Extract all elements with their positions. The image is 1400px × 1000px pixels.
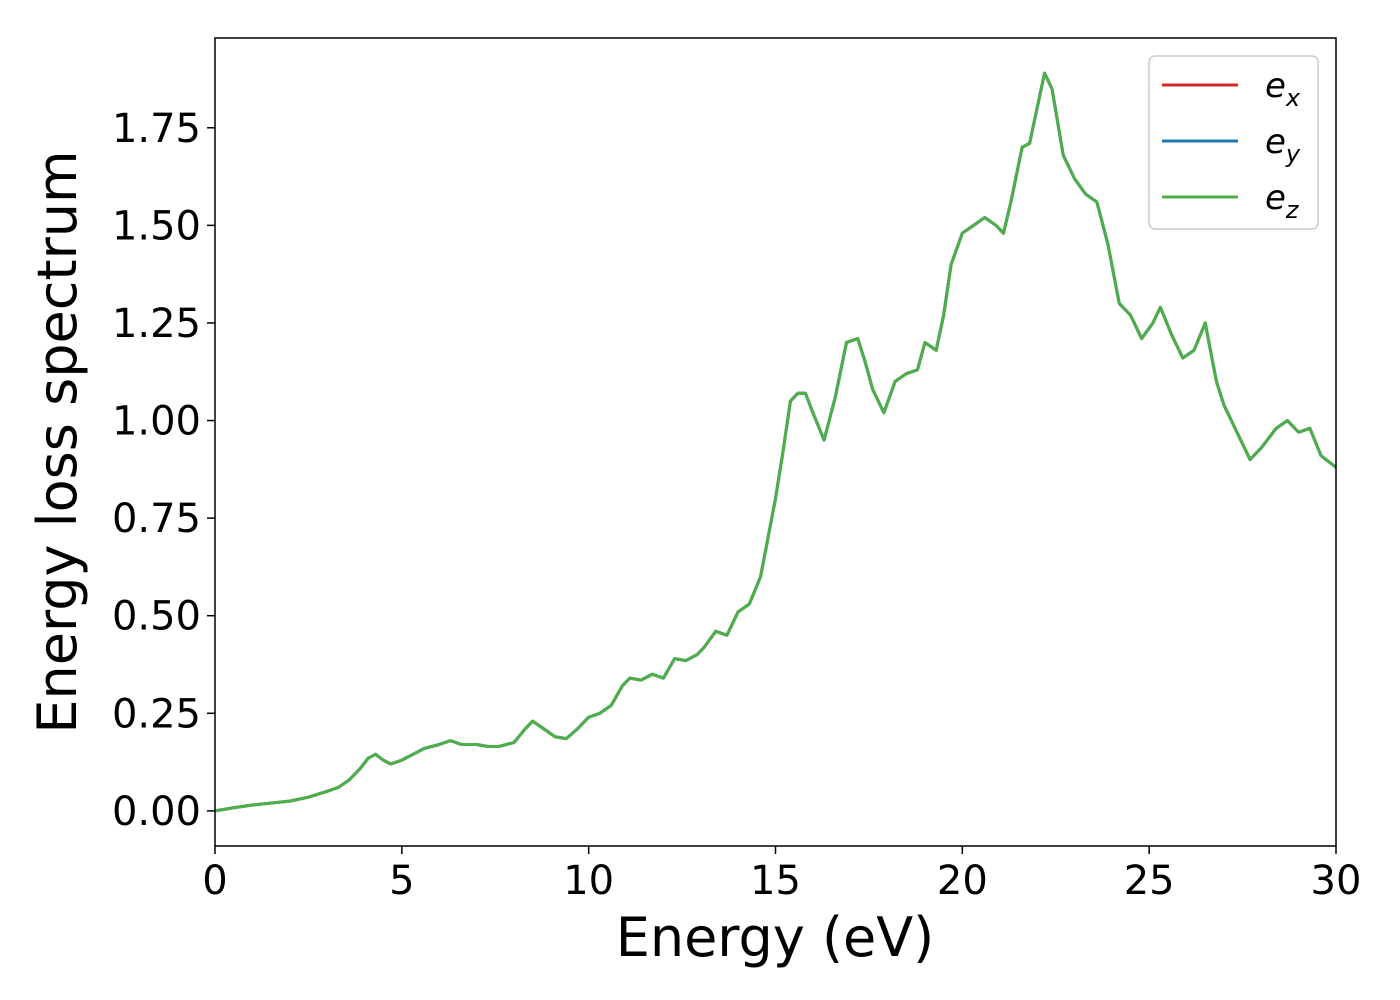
y-axis-ticks: 0.00 0.25 0.50 0.75 1.00 1.25 1.50 1.75 bbox=[112, 106, 215, 835]
x-tick-label: 30 bbox=[1311, 858, 1362, 904]
x-tick-label: 5 bbox=[389, 858, 414, 904]
x-tick-label: 0 bbox=[202, 858, 227, 904]
y-tick-label: 0.00 bbox=[112, 789, 201, 835]
plot-frame bbox=[214, 37, 1337, 847]
y-tick-label: 1.25 bbox=[112, 301, 201, 347]
y-axis-label: Energy loss spectrum bbox=[26, 150, 89, 733]
y-tick-label: 1.50 bbox=[112, 203, 201, 249]
y-tick-label: 1.75 bbox=[112, 106, 201, 152]
y-tick-label: 0.75 bbox=[112, 496, 201, 542]
x-tick-label: 10 bbox=[563, 858, 614, 904]
y-tick-label: 0.50 bbox=[112, 594, 201, 640]
x-axis-ticks: 0 5 10 15 20 25 30 bbox=[202, 846, 1361, 904]
x-tick-label: 15 bbox=[750, 858, 801, 904]
y-tick-label: 1.00 bbox=[112, 399, 201, 445]
x-axis-label: Energy (eV) bbox=[616, 906, 935, 969]
plot-area bbox=[215, 71, 1336, 813]
x-tick-label: 20 bbox=[937, 858, 988, 904]
x-tick-label: 25 bbox=[1124, 858, 1175, 904]
y-tick-label: 0.25 bbox=[112, 691, 201, 737]
series-line-e-z bbox=[215, 71, 1336, 813]
